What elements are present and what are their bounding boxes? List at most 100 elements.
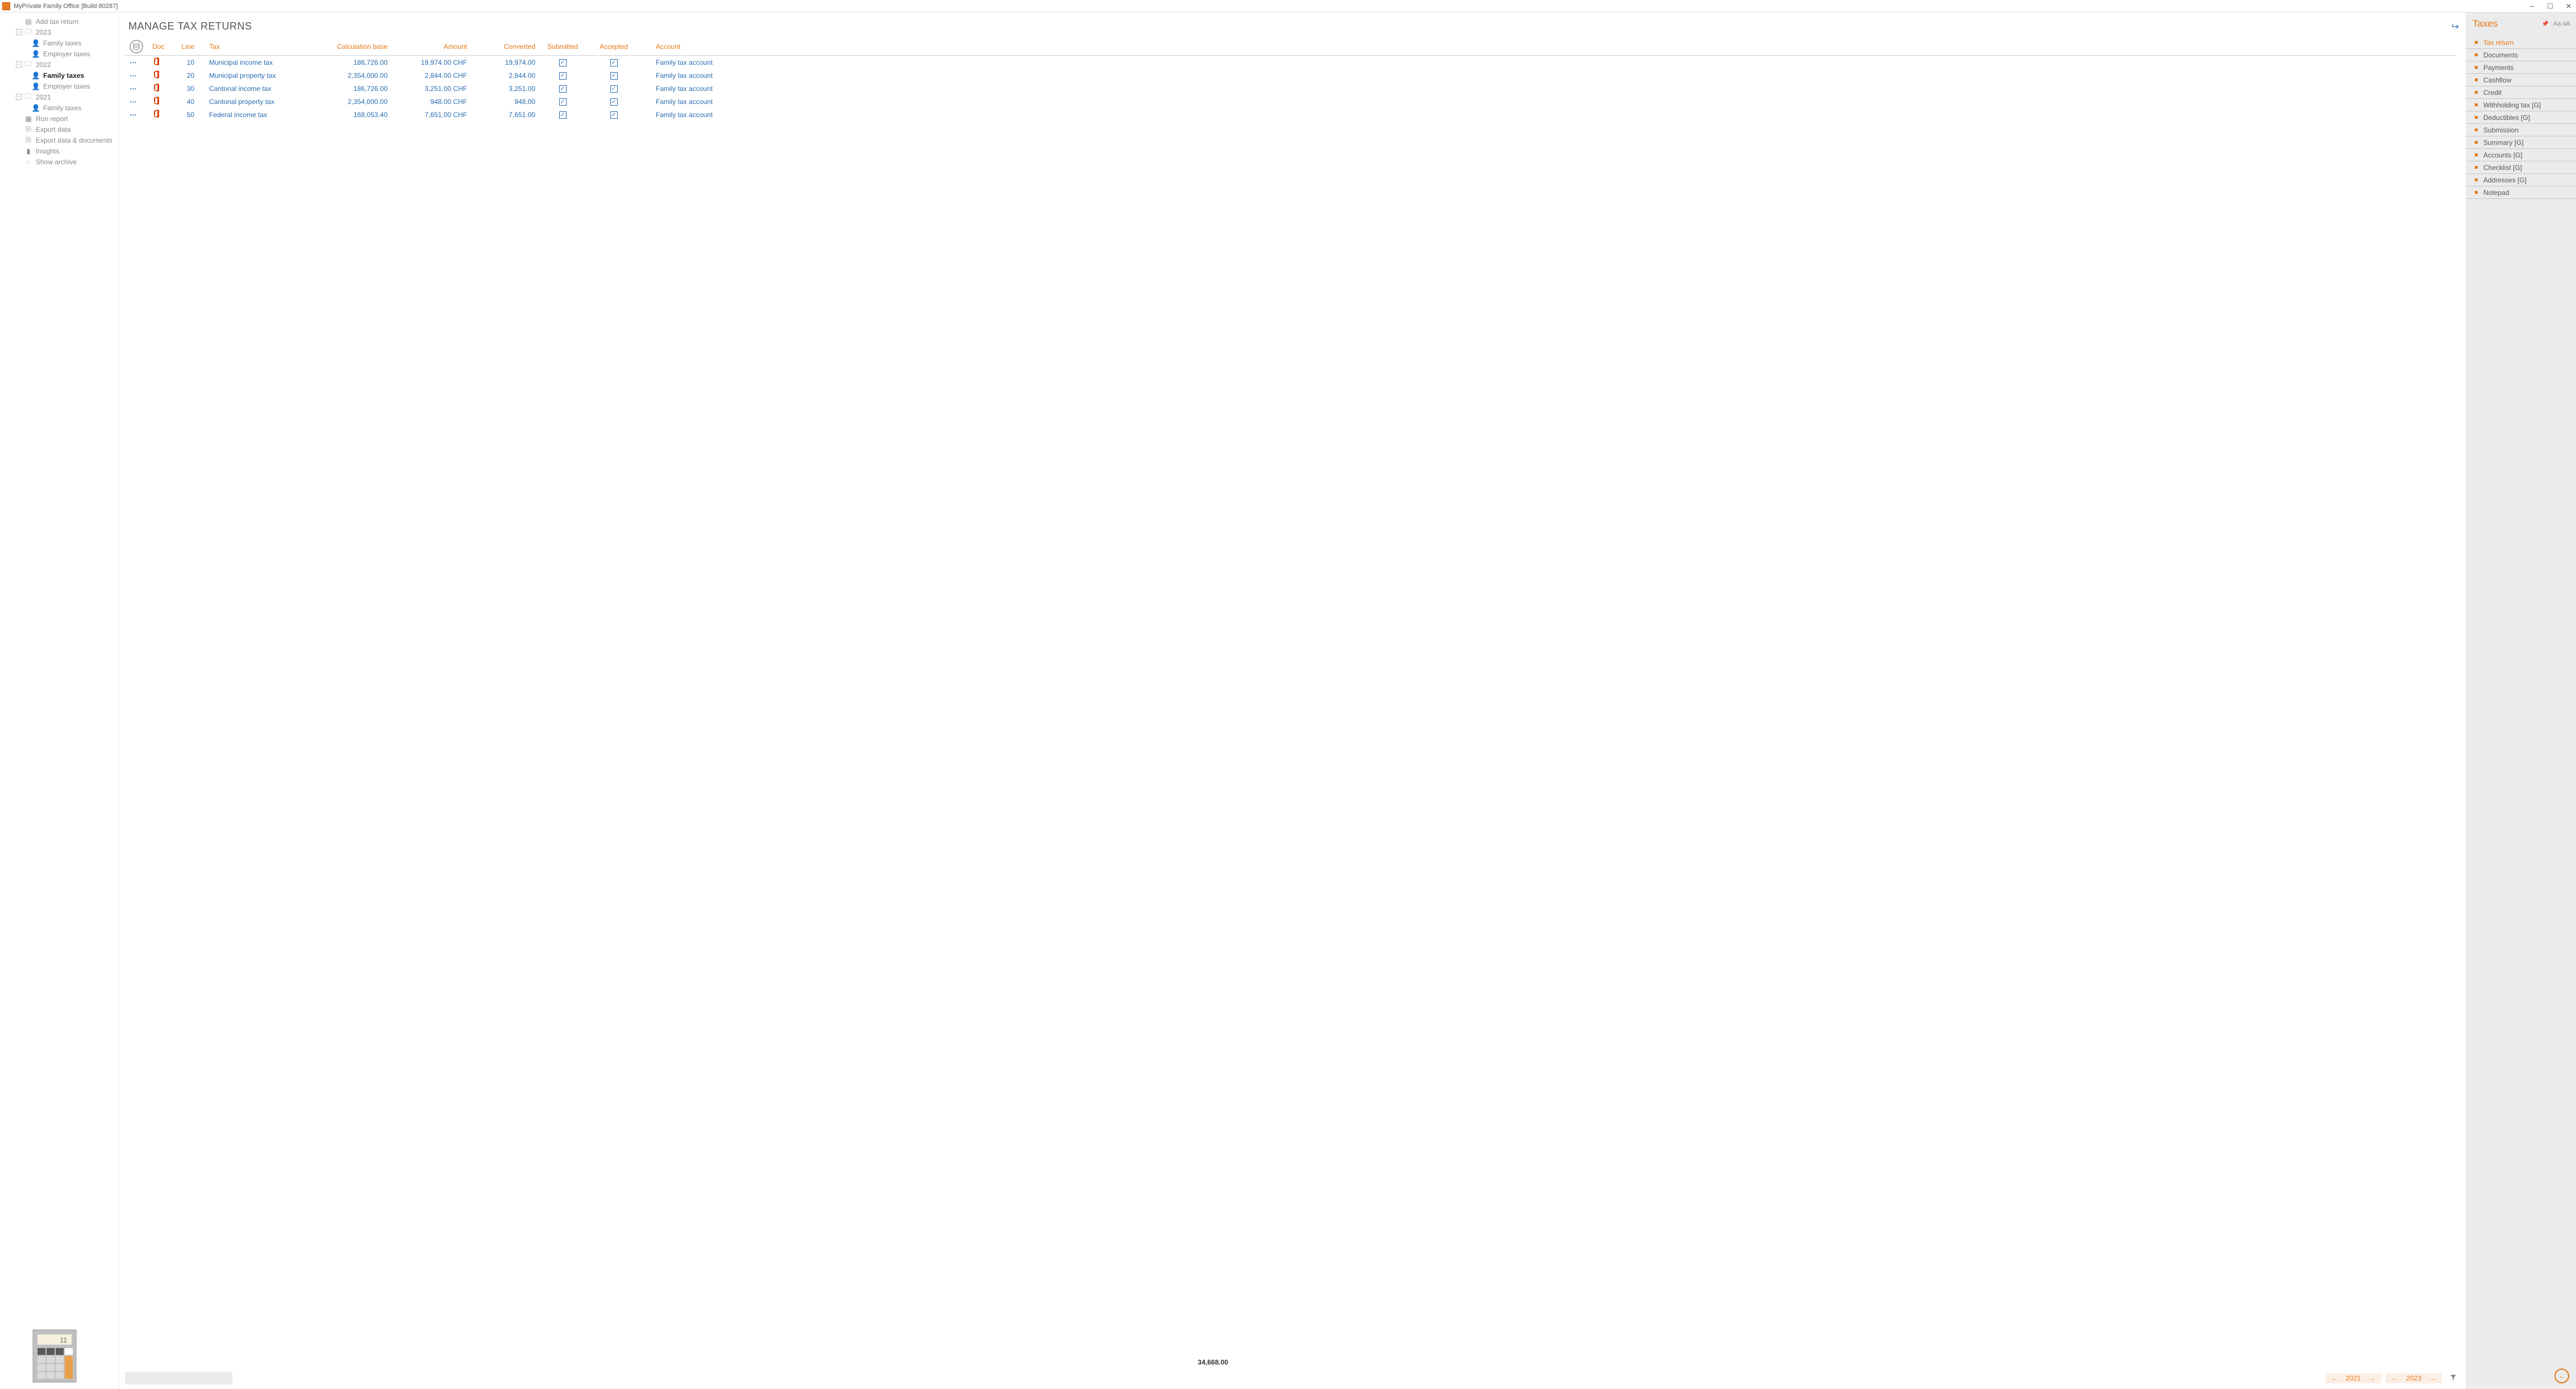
tree-item[interactable]: 👤Employer taxes (2, 48, 116, 59)
tree-item-label: Run report (36, 115, 68, 123)
tree-expander-icon[interactable]: − (16, 94, 22, 100)
pin-icon[interactable]: 📌 (2542, 21, 2549, 27)
right-nav-item[interactable]: Submission (2466, 124, 2576, 136)
tree-item[interactable]: −🗀2023 (2, 27, 116, 38)
tree-item[interactable]: 👤Family taxes (2, 70, 116, 81)
office-doc-icon[interactable] (152, 97, 160, 105)
font-size-toggle[interactable]: Aa aA (2553, 20, 2570, 27)
cell-amount: 948.00 CHF (392, 95, 472, 108)
table-row[interactable]: ⋯30Cantonal income tax186,726.003,251.00… (125, 82, 2456, 95)
col-header-converted[interactable]: Converted (472, 38, 540, 56)
refresh-icon[interactable]: ↪ (2452, 21, 2459, 32)
accepted-checkbox[interactable]: ✓ (610, 85, 618, 93)
col-header-submitted[interactable]: Submitted (540, 38, 585, 56)
accepted-checkbox[interactable]: ✓ (610, 72, 618, 80)
tree-item[interactable]: ⎘Export data & documents (2, 135, 116, 145)
right-nav-item[interactable]: Accounts [G] (2466, 149, 2576, 161)
year-nav-prev: ← 2021 → (2325, 1373, 2382, 1383)
col-header-accepted[interactable]: Accepted (585, 38, 642, 56)
right-nav-item[interactable]: Cashflow (2466, 74, 2576, 86)
accepted-checkbox[interactable]: ✓ (610, 111, 618, 119)
folder-icon: 🗀 (24, 26, 32, 38)
cell-tax: Cantonal property tax (199, 95, 313, 108)
tree-item-label: Export data (36, 126, 70, 134)
tree-item-label: Employer taxes (43, 50, 90, 58)
row-menu-icon[interactable]: ⋯ (130, 85, 137, 93)
bottom-toolbar: 🔍 ← 2021 → ← 2023 → (125, 1372, 2460, 1384)
submitted-checkbox[interactable]: ✓ (559, 85, 567, 93)
tree-item[interactable]: 👤Employer taxes (2, 81, 116, 92)
table-row[interactable]: ⋯50Federal income tax168,053.407,651.00 … (125, 108, 2456, 121)
close-button[interactable]: ✕ (2563, 2, 2574, 10)
tree-item[interactable]: −🗀2021 (2, 92, 116, 102)
right-nav-label: Addresses [G] (2483, 176, 2527, 184)
office-doc-icon[interactable] (152, 84, 160, 92)
accepted-checkbox[interactable]: ✓ (610, 98, 618, 106)
tree-item[interactable]: ▤Add tax return (2, 16, 116, 27)
person-icon: 👤 (32, 82, 40, 90)
col-header-doc[interactable]: Doc (148, 38, 170, 56)
tree-item-label: Insights (36, 147, 59, 155)
submitted-checkbox[interactable]: ✓ (559, 59, 567, 66)
submitted-checkbox[interactable]: ✓ (559, 72, 567, 80)
right-nav-item[interactable]: Deductibles [G] (2466, 111, 2576, 124)
right-nav-item[interactable]: Withholding tax [G] (2466, 99, 2576, 111)
search-input[interactable] (125, 1372, 232, 1384)
tree-item[interactable]: 👤Family taxes (2, 102, 116, 113)
filter-icon[interactable] (2446, 1374, 2460, 1383)
tree-item[interactable]: −🗀2022 (2, 59, 116, 70)
tree-item[interactable]: ▦Run report (2, 113, 116, 124)
col-header-amount[interactable]: Amount (392, 38, 472, 56)
table-row[interactable]: ⋯10Municipal income tax186,726.0019,974.… (125, 56, 2456, 69)
year-next-label[interactable]: 2023 (2403, 1374, 2425, 1382)
submitted-checkbox[interactable]: ✓ (559, 98, 567, 106)
right-nav-item[interactable]: Checklist [G] (2466, 161, 2576, 174)
tree-expander-icon[interactable]: − (16, 61, 22, 68)
submitted-checkbox[interactable]: ✓ (559, 111, 567, 119)
row-menu-icon[interactable]: ⋯ (130, 72, 137, 80)
year-prev-label[interactable]: 2021 (2342, 1374, 2365, 1382)
tree-item[interactable]: ◌Show archive (2, 156, 116, 167)
right-nav-item[interactable]: Documents (2466, 49, 2576, 61)
right-nav-item[interactable]: Notepad (2466, 186, 2576, 199)
cell-amount: 19,974.00 CHF (392, 56, 472, 69)
navigation-tree: ▤Add tax return−🗀2023👤Family taxes👤Emplo… (0, 13, 119, 1389)
office-doc-icon[interactable] (152, 70, 160, 78)
col-header-line[interactable]: Line (170, 38, 199, 56)
row-menu-icon[interactable]: ⋯ (130, 59, 137, 66)
year-next-arrow[interactable]: → (2426, 1374, 2440, 1382)
main-content: MANAGE TAX RETURNS ↪ Doc Line Tax Calcul… (119, 13, 2466, 1389)
maximize-button[interactable]: ☐ (2545, 2, 2556, 10)
office-doc-icon[interactable] (152, 110, 160, 118)
tree-expander-icon[interactable]: − (16, 29, 22, 35)
window-titlebar: MyPrivate Family Office [Build 80287] ─ … (0, 0, 2576, 13)
year-prev-fwd-arrow[interactable]: → (2365, 1374, 2379, 1382)
minimize-button[interactable]: ─ (2528, 2, 2537, 10)
tree-item[interactable]: ⎘Export data (2, 124, 116, 135)
office-doc-icon[interactable] (152, 57, 160, 65)
row-menu-icon[interactable]: ⋯ (130, 98, 137, 106)
right-nav-item[interactable]: Summary [G] (2466, 136, 2576, 149)
page-title: MANAGE TAX RETURNS (128, 20, 252, 32)
table-row[interactable]: ⋯40Cantonal property tax2,354,000.00948.… (125, 95, 2456, 108)
col-header-account[interactable]: Account (642, 38, 2456, 56)
tree-item[interactable]: 👤Family taxes (2, 38, 116, 48)
accepted-checkbox[interactable]: ✓ (610, 59, 618, 66)
right-nav-item[interactable]: Tax return (2466, 36, 2576, 49)
table-row[interactable]: ⋯20Municipal property tax2,354,000.002,8… (125, 69, 2456, 82)
tree-item[interactable]: ▮Insights (2, 145, 116, 156)
row-menu-icon[interactable]: ⋯ (130, 111, 137, 119)
col-header-calcbase[interactable]: Calculation base (313, 38, 392, 56)
tree-item-label: Add tax return (36, 18, 78, 26)
year-prev-arrow[interactable]: ← (2328, 1374, 2341, 1382)
right-nav-item[interactable]: Payments (2466, 61, 2576, 74)
cell-calcbase: 2,354,000.00 (313, 69, 392, 82)
cell-tax: Municipal income tax (199, 56, 313, 69)
cell-converted: 948.00 (472, 95, 540, 108)
right-nav-item[interactable]: Addresses [G] (2466, 174, 2576, 186)
col-header-tax[interactable]: Tax (199, 38, 313, 56)
back-button[interactable]: ← (2554, 1369, 2569, 1383)
grid-menu-button[interactable] (130, 40, 143, 53)
right-nav-item[interactable]: Credit (2466, 86, 2576, 99)
year-next-back-arrow[interactable]: ← (2388, 1374, 2402, 1382)
